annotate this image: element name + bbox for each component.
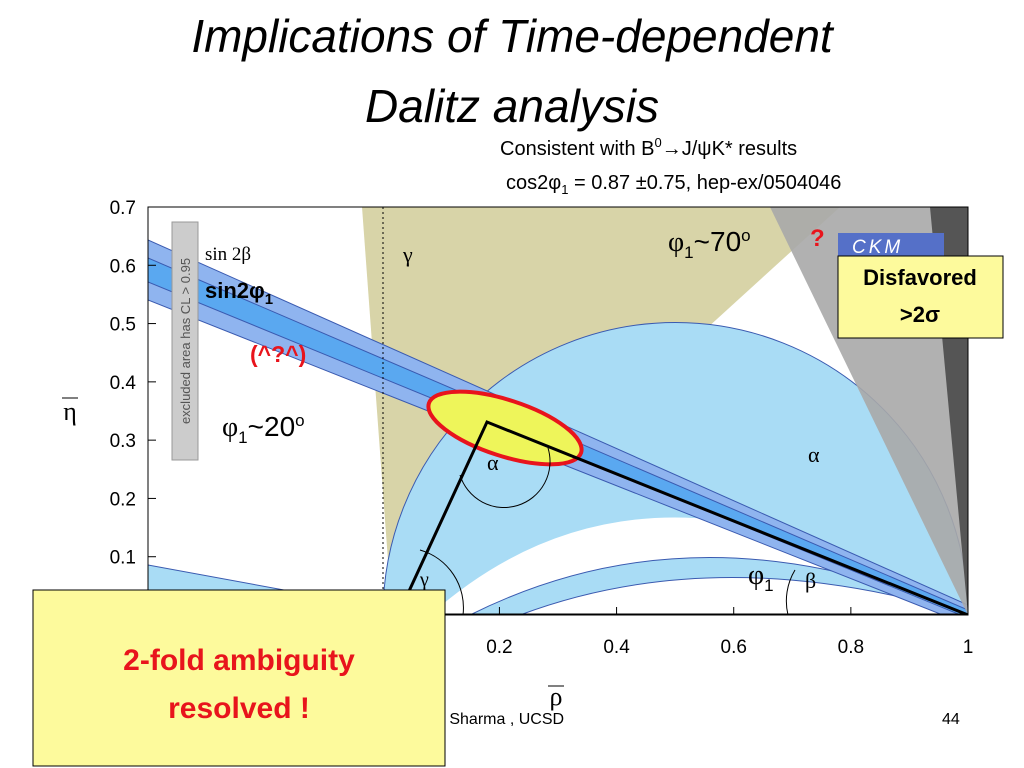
phi1-phi: φ <box>748 560 764 591</box>
y-tick-label: 0.7 <box>110 198 136 219</box>
phi20-sup: o <box>295 411 304 430</box>
beta-label: β <box>805 568 816 593</box>
note-sup: 0 <box>655 135 662 150</box>
x-tick-label: 1 <box>963 637 974 658</box>
ambiguity-text: 2-fold ambiguity <box>123 644 355 677</box>
sin2phi1-label: sin2φ1 <box>205 278 273 308</box>
y-tick-label: 0.4 <box>110 373 137 394</box>
phi70-sup: o <box>741 226 750 245</box>
title-line: Dalitz analysis <box>365 80 659 132</box>
phi70-label: φ1~70o <box>668 226 751 262</box>
disfavored-box <box>837 255 1004 339</box>
cos-sub: 1 <box>561 182 568 197</box>
disfavored-sigma: >2σ <box>900 302 940 327</box>
excluded-box <box>171 221 199 461</box>
x-tick-label: 0.8 <box>838 637 864 658</box>
plot: 0.1 0.2 0.3 0.4 0.5 0.6 0.7 0.2 0.4 0.6 0.8 1 η ρ e… <box>62 198 973 711</box>
title-line: Implications of Time-dependent <box>191 10 835 62</box>
phi1-triangle: φ1 <box>748 560 774 595</box>
phi20-sub: 1 <box>238 428 247 447</box>
x-axis-label: ρ <box>550 682 563 711</box>
y-tick-label: 0.2 <box>110 489 136 510</box>
cos-post: = 0.87 ±0.75, hep-ex/0504046 <box>568 172 841 194</box>
x-tick-label: 0.6 <box>721 637 747 658</box>
consistent-note: Consistent with B0→J/ψK* results <box>500 135 797 160</box>
ckm-box <box>838 233 944 258</box>
unitarity-triangle <box>396 420 968 615</box>
cos-note: cos2φ1 = 0.87 ±0.75, hep-ex/0504046 <box>506 172 841 197</box>
alpha-right: α <box>808 442 820 467</box>
note-pre: Consistent with B <box>500 138 655 160</box>
y-axis-label: η <box>63 397 77 426</box>
y-tick-label: 0.5 <box>110 315 136 336</box>
phi20-label: φ1~20o <box>222 411 305 447</box>
face-label: (^?^) <box>250 341 306 367</box>
sin2phi1-sub: 1 <box>265 291 273 308</box>
y-tick-label: 0.6 <box>110 256 136 277</box>
y-tick-label: 0.1 <box>110 548 136 569</box>
question-mark: ? <box>810 225 825 252</box>
footer-author: ek Sharma , UCSD <box>428 711 564 728</box>
gamma-bottom: γ <box>419 569 429 591</box>
phi1-sub: 1 <box>764 576 773 595</box>
ambiguity-box <box>32 589 446 767</box>
alpha-triangle: α <box>487 450 499 475</box>
gamma-top: γ <box>402 242 413 267</box>
phi70-phi: φ <box>668 227 684 258</box>
footer-page: 44 <box>942 711 960 728</box>
phi20-phi: φ <box>222 412 238 443</box>
sin2beta-label: sin 2β <box>205 244 251 265</box>
alpha-arc <box>459 447 551 508</box>
ambiguity-text: resolved ! <box>168 692 310 725</box>
note-post: →J/ψK* results <box>662 138 797 160</box>
ticks: 0.1 0.2 0.3 0.4 0.5 0.6 0.7 0.2 0.4 0.6 0.8 1 <box>110 198 974 658</box>
ckm-logo: CKM <box>852 237 903 258</box>
plot-frame <box>147 206 969 616</box>
sin2phi1-main: sin2φ <box>205 278 265 303</box>
gamma-arc <box>419 549 464 615</box>
disfavored-text: Disfavored <box>863 265 977 290</box>
cos-pre: cos2φ <box>506 172 561 194</box>
excluded-note: excluded area has CL > 0.95 <box>178 258 193 424</box>
x-tick-label: 0.2 <box>486 637 512 658</box>
phi70-mid: ~70 <box>694 226 742 257</box>
y-tick-label: 0.3 <box>110 431 136 452</box>
phi70-sub: 1 <box>684 243 693 262</box>
phi20-mid: ~20 <box>248 411 296 442</box>
beta-arc <box>785 569 796 615</box>
x-tick-label: 0.4 <box>603 637 630 658</box>
